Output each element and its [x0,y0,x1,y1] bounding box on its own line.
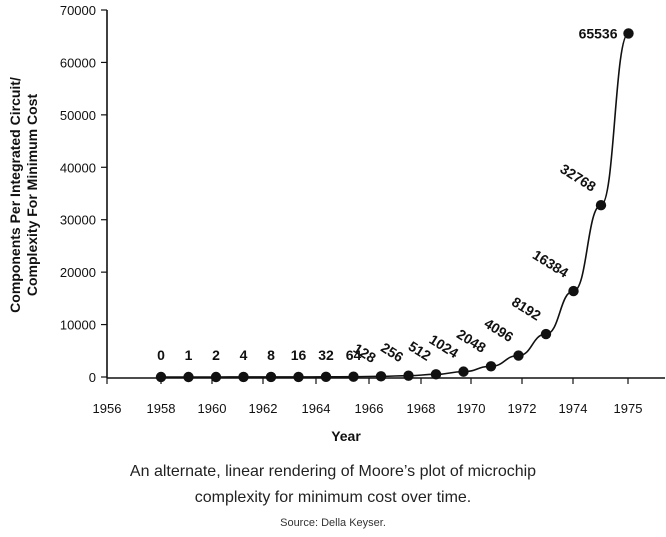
x-tick-label: 1960 [198,401,227,416]
data-label: 8 [267,347,275,363]
data-point [320,371,332,383]
data-label: 1 [185,347,193,363]
x-tick-label: 1975 [614,401,643,416]
x-tick-label: 1958 [147,401,176,416]
data-point [540,328,552,340]
x-tick-label: 1966 [355,401,384,416]
data-label: 256 [378,339,406,365]
data-point [155,371,167,383]
data-point [595,200,607,211]
data-curve [160,32,630,378]
data-point [568,285,579,297]
data-point [430,369,442,380]
x-ticks: 1956 1958 1960 1962 1964 1966 1968 1970 1972 1974… [93,378,643,416]
data-point [238,371,249,383]
y-axis-title-line1: Components Per Integrated Circuit/ [7,77,23,313]
axes [106,10,665,379]
caption-line-2: complexity for minimum cost over time. [194,489,472,506]
data-label: 64 [346,347,362,363]
data-point [348,371,359,382]
data-label: 2 [212,347,220,363]
data-point [403,370,414,381]
y-tick-label: 60000 [60,55,96,70]
y-axis-title: Components Per Integrated Circuit/ Compl… [7,77,40,313]
data-label: 16384 [530,246,572,280]
caption-line-1: An alternate, linear rendering of Moore’… [129,463,537,480]
data-label: 32768 [557,161,599,195]
data-point [375,371,387,382]
data-point [485,361,497,372]
data-label: 16 [291,347,307,363]
x-tick-label: 1970 [457,401,486,416]
x-axis-title: Year [331,428,361,444]
source-credit: Source: Della Keyser. [280,517,386,529]
data-point [265,371,277,383]
data-point [513,350,524,361]
y-axis-title-line2: Complexity For Minimum Cost [24,94,40,297]
data-label: 65536 [579,25,618,41]
y-tick-label: 30000 [60,213,96,228]
data-point [293,371,304,383]
y-tick-label: 20000 [60,265,96,280]
data-label: 2048 [454,326,489,356]
data-points [155,28,634,383]
x-tick-label: 1972 [508,401,537,416]
y-ticks: 0 10000 20000 30000 40000 50000 60000 70000 [60,3,107,385]
data-point [210,371,222,383]
data-point [623,28,634,39]
x-tick-label: 1974 [559,401,588,416]
data-label: 4 [240,347,248,363]
data-label: 32 [318,347,334,363]
y-tick-label: 70000 [60,3,96,18]
data-point [458,366,469,377]
x-tick-label: 1964 [302,401,331,416]
x-tick-label: 1962 [249,401,278,416]
y-tick-label: 40000 [60,160,96,175]
data-label: 8192 [509,294,544,324]
y-tick-label: 50000 [60,108,96,123]
x-tick-label: 1968 [407,401,436,416]
x-tick-label: 1956 [93,401,122,416]
y-tick-label: 10000 [60,318,96,333]
data-label: 0 [157,347,165,363]
chart: 0 10000 20000 30000 40000 50000 60000 70000 195… [7,3,665,444]
data-point [183,371,194,383]
y-tick-label: 0 [89,370,96,385]
